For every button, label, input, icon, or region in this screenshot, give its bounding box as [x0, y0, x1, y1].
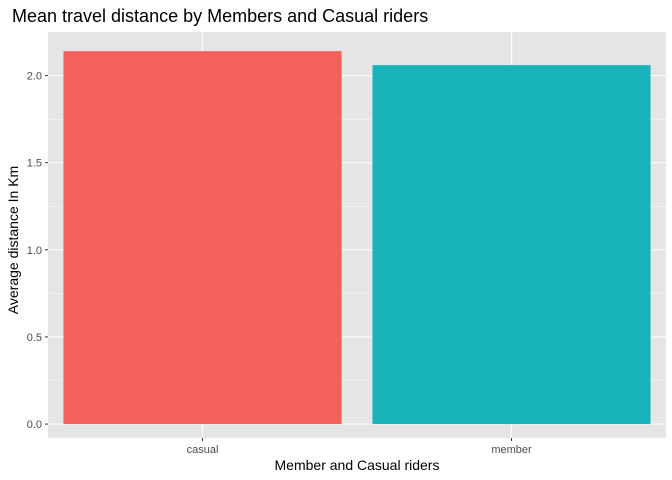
x-axis-title: Member and Casual riders	[275, 457, 440, 473]
x-tick-label: member	[491, 444, 532, 456]
y-tick-label: 1.5	[27, 158, 42, 170]
x-axis-ticks: casual member	[187, 438, 532, 456]
y-tick-label: 0.0	[27, 419, 42, 431]
y-tick-label: 0.5	[27, 332, 42, 344]
chart-title: Mean travel distance by Members and Casu…	[12, 6, 428, 26]
bars	[63, 51, 651, 425]
bar-casual	[63, 51, 342, 425]
y-tick-label: 2.0	[27, 71, 42, 83]
x-tick-label: casual	[187, 444, 219, 456]
y-axis-title: Average distance In Km	[5, 166, 21, 314]
bar-member	[372, 65, 651, 425]
y-tick-label: 1.0	[27, 245, 42, 257]
y-axis-ticks: 0.0 0.5 1.0 1.5 2.0	[27, 71, 48, 431]
